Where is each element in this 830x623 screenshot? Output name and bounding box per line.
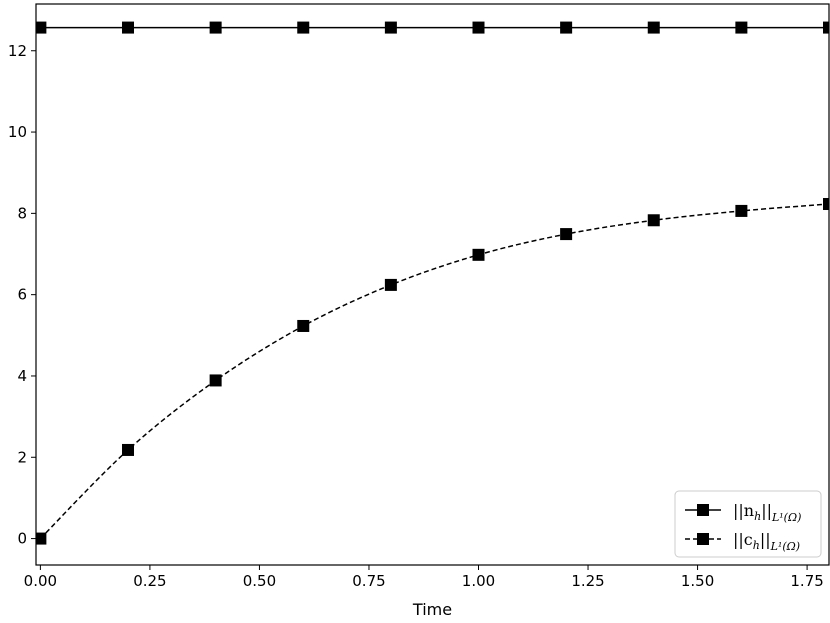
legend-subscript: h — [754, 510, 761, 523]
x-tick-label: 1.50 — [681, 572, 714, 590]
x-tick-label: 1.25 — [571, 572, 604, 590]
series-0-point — [823, 21, 829, 34]
legend-norm-close: || — [761, 501, 772, 520]
series-1-point — [297, 319, 310, 332]
x-tick-label: 1.00 — [462, 572, 495, 590]
series-0-point — [560, 21, 573, 34]
series-1-point — [384, 278, 397, 291]
y-tick-label: 10 — [8, 123, 27, 141]
series-1-point — [647, 214, 660, 227]
y-tick-label: 6 — [17, 286, 27, 304]
x-tick-label: 1.75 — [790, 572, 823, 590]
legend-norm-close: || — [760, 530, 771, 549]
series-0-point — [297, 21, 310, 34]
y-tick-label: 8 — [17, 204, 27, 222]
series-0-point — [122, 21, 135, 34]
legend-space: L¹(Ω) — [771, 511, 801, 524]
x-tick-label: 0.75 — [352, 572, 385, 590]
plot-frame — [35, 3, 830, 566]
series-0-point — [36, 21, 47, 34]
series-1-point — [122, 443, 135, 456]
legend-subscript: h — [753, 539, 760, 552]
y-tick-label: 12 — [8, 42, 27, 60]
series-1-point — [209, 374, 222, 387]
series-line-1 — [39, 203, 829, 540]
legend-marker-1 — [697, 533, 709, 545]
y-tick-label: 4 — [17, 367, 27, 385]
series-1-point — [560, 228, 573, 241]
x-axis-title: Time — [412, 600, 452, 619]
x-tick-label: 0.25 — [133, 572, 166, 590]
series-0-point — [209, 21, 222, 34]
series-0-point — [735, 21, 748, 34]
y-tick-label: 2 — [17, 448, 27, 466]
legend-marker-0 — [697, 504, 709, 516]
series-1-point — [472, 248, 485, 261]
legend: ||nh||L¹(Ω)||ch||L¹(Ω) — [674, 490, 822, 558]
series-0-point — [384, 21, 397, 34]
legend-label-1: ||ch||L¹(Ω) — [733, 530, 800, 553]
y-tick-label: 0 — [17, 530, 27, 548]
legend-norm-open: ||n — [733, 501, 754, 520]
series-1-point — [823, 198, 829, 211]
series-0-point — [472, 21, 485, 34]
x-tick-label: 0.00 — [24, 572, 57, 590]
x-tick-label: 0.50 — [243, 572, 276, 590]
series-0-point — [647, 21, 660, 34]
series-1-point — [36, 532, 47, 545]
legend-box — [674, 490, 822, 558]
legend-norm-open: ||c — [733, 530, 753, 549]
series-1-point — [735, 204, 748, 217]
legend-space: L¹(Ω) — [770, 540, 800, 553]
legend-label-0: ||nh||L¹(Ω) — [733, 501, 801, 524]
